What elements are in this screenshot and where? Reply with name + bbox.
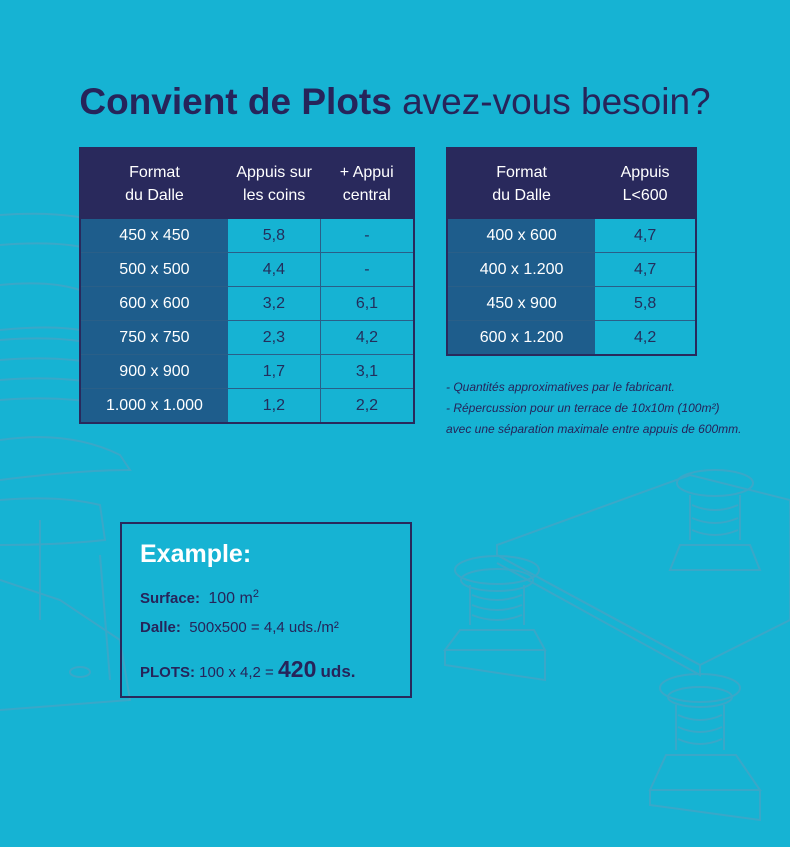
table-row: 900 x 900 1,7 3,1 bbox=[80, 354, 414, 389]
table-row: 600 x 1.200 4,2 bbox=[447, 320, 696, 355]
format-cell: 1.000 x 1.000 bbox=[80, 388, 228, 423]
value-cell: 3,2 bbox=[227, 286, 321, 321]
header-format: Format du Dalle bbox=[80, 148, 228, 219]
value-cell: 3,1 bbox=[320, 354, 414, 389]
table-row: 750 x 750 2,3 4,2 bbox=[80, 320, 414, 355]
value-cell: 5,8 bbox=[595, 286, 696, 321]
value-cell: 4,7 bbox=[595, 252, 696, 287]
value-cell: - bbox=[320, 252, 414, 287]
value-cell: - bbox=[320, 219, 414, 253]
footnote: - Quantités approximatives par le fabric… bbox=[446, 380, 675, 394]
table-row: 400 x 1.200 4,7 bbox=[447, 252, 696, 287]
format-cell: 500 x 500 bbox=[80, 252, 228, 287]
example-dalle: Dalle: 500x500 = 4,4 uds./m² bbox=[140, 619, 339, 636]
format-cell: 750 x 750 bbox=[80, 320, 228, 355]
header-appuis-coins: Appuis sur les coins bbox=[227, 148, 321, 219]
format-cell: 450 x 450 bbox=[80, 219, 228, 253]
format-cell: 600 x 600 bbox=[80, 286, 228, 321]
value-cell: 1,2 bbox=[227, 388, 321, 423]
format-cell: 600 x 1.200 bbox=[447, 320, 596, 355]
format-cell: 400 x 600 bbox=[447, 219, 596, 253]
header-appui-central: + Appui central bbox=[320, 148, 414, 219]
value-cell: 5,8 bbox=[227, 219, 321, 253]
table-row: 1.000 x 1.000 1,2 2,2 bbox=[80, 388, 414, 423]
value-cell: 4,2 bbox=[633, 328, 657, 346]
plots-table-long: Format du Dalle Appuis L<600 400 x 600 4,7 … bbox=[446, 147, 697, 356]
value-cell: 4,2 bbox=[320, 320, 414, 355]
example-surface: Surface: 100 m2 bbox=[140, 588, 259, 607]
value-cell: 2,2 bbox=[355, 396, 379, 414]
table-row: 450 x 450 5,8- bbox=[80, 219, 414, 253]
header-appuis-l600: Appuis L<600 bbox=[595, 148, 696, 219]
footnote: avec une séparation maximale entre appui… bbox=[446, 422, 742, 436]
table-row: 400 x 600 4,7 bbox=[447, 219, 696, 253]
table-row: 450 x 900 5,8 bbox=[447, 286, 696, 321]
table-row: 500 x 500 4,4- bbox=[80, 252, 414, 287]
plots-table-standard: Format du Dalle Appuis sur les coins + App… bbox=[79, 147, 415, 424]
plots-result: 420 bbox=[278, 656, 317, 682]
table-header-row: Format du Dalle Appuis L<600 bbox=[447, 148, 696, 219]
example-box: Example: Surface: 100 m2 Dalle: 500x500 … bbox=[120, 522, 412, 698]
value-cell: 1,7 bbox=[227, 354, 321, 389]
footnotes: - Quantités approximatives par le fabric… bbox=[446, 377, 742, 440]
format-cell: 450 x 900 bbox=[447, 286, 596, 321]
header-format: Format du Dalle bbox=[447, 148, 596, 219]
value-cell: 6,1 bbox=[320, 286, 414, 321]
value-cell: 4,7 bbox=[595, 219, 696, 253]
format-cell: 900 x 900 bbox=[80, 354, 228, 389]
value-cell: 2,3 bbox=[227, 320, 321, 355]
format-cell: 400 x 1.200 bbox=[447, 252, 596, 287]
page-title: Convient de Plots avez-vous besoin? bbox=[79, 81, 711, 122]
example-plots: PLOTS: 100 x 4,2 = 420 uds. bbox=[140, 656, 356, 682]
table-header-row: Format du Dalle Appuis sur les coins + App… bbox=[80, 148, 414, 219]
example-title: Example: bbox=[140, 540, 252, 568]
value-cell: 4,4 bbox=[227, 252, 321, 287]
footnote: - Répercussion pour un terrace de 10x10m… bbox=[446, 401, 720, 415]
table-row: 600 x 600 3,2 6,1 bbox=[80, 286, 414, 321]
